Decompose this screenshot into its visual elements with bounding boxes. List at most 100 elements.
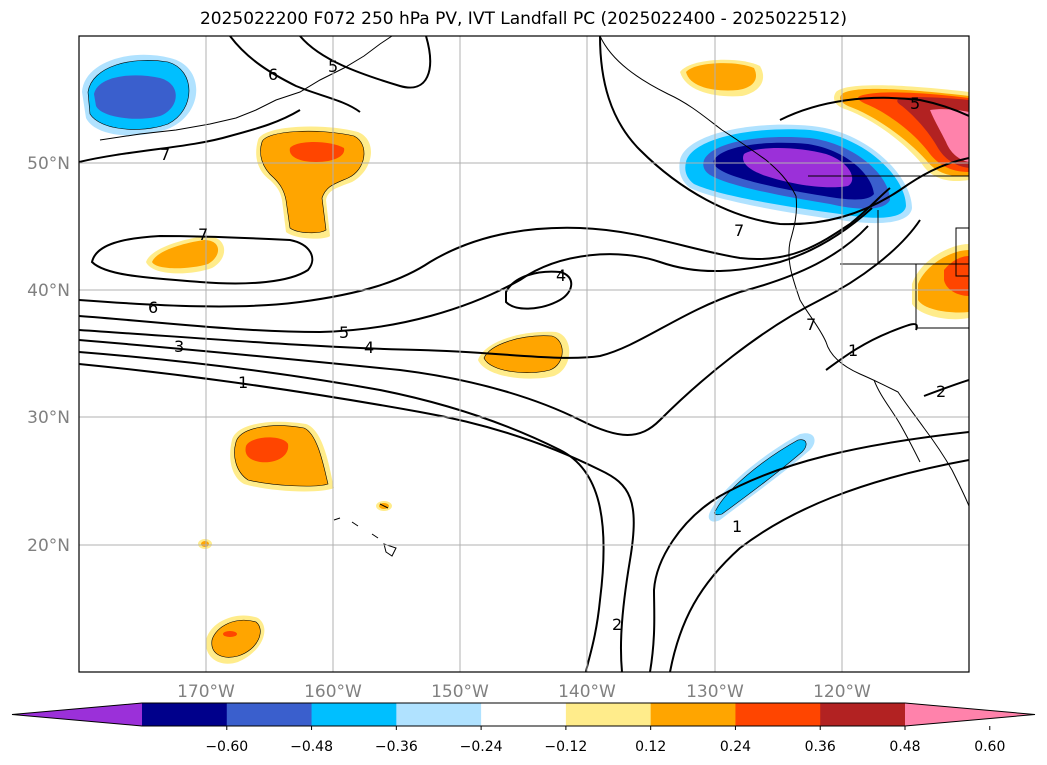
- colorbar-swatches: [11, 702, 1036, 730]
- contour-label: 1: [848, 341, 858, 360]
- positive-anomaly-dot: [201, 541, 209, 547]
- pv-contour-7-loop: [90, 234, 314, 285]
- shaded-outline: [234, 425, 329, 487]
- contour-label: 7: [160, 145, 170, 164]
- pv-contour-4: [79, 225, 869, 359]
- colorbar-swatch: [311, 703, 397, 726]
- colorbar-tick-label: 0.12: [635, 739, 666, 755]
- pv-contour-5-ne: [779, 96, 969, 121]
- coastline-aleutians: [99, 36, 393, 141]
- colorbar-ticks: −0.60 −0.48 −0.36 −0.24 −0.12 0.12 0.24 …: [205, 739, 1005, 755]
- pv-contour-1-coast: [825, 323, 918, 371]
- positive-anomaly-d: [245, 437, 289, 463]
- shaded-outline: [87, 60, 190, 130]
- lat-label: 40°N: [27, 281, 70, 301]
- border-us-states: [840, 210, 969, 329]
- coastline-alaska: [599, 36, 797, 197]
- contour-label: 7: [198, 225, 208, 244]
- colorbar-outline: [11, 702, 1036, 727]
- contour-label: 5: [328, 57, 338, 76]
- negative-anomaly-main: [742, 148, 853, 188]
- lon-label: 140°W: [558, 682, 616, 702]
- contour-label: 2: [612, 615, 622, 634]
- colorbar-tick-label: −0.48: [290, 739, 333, 755]
- colorbar-tick-label: 0.60: [974, 739, 1005, 755]
- lon-label: 120°W: [813, 682, 871, 702]
- colorbar-tick-label: −0.60: [205, 739, 248, 755]
- contour-label: 2: [936, 382, 946, 401]
- contour-label: 5: [910, 94, 920, 113]
- map-frame: [78, 35, 970, 673]
- positive-anomaly-a: [289, 142, 345, 162]
- contour-label: 3: [174, 337, 184, 356]
- map-title: 2025022200 F072 250 hPa PV, IVT Landfall…: [199, 9, 847, 29]
- colorbar-swatch: [481, 703, 567, 726]
- contour-label: 5: [339, 323, 349, 342]
- lat-label: 30°N: [27, 408, 70, 428]
- colorbar-swatch: [226, 703, 313, 726]
- shaded-fields: [82, 54, 969, 664]
- positive-anomaly-e: [211, 620, 261, 658]
- positive-anomaly-c: [484, 335, 563, 373]
- pv-contour-6-north: [229, 36, 361, 113]
- pv-contour-2-coast: [923, 379, 969, 397]
- shaded-outline: [483, 335, 563, 373]
- negative-anomaly-nw: [94, 75, 176, 119]
- contour-label: 1: [238, 373, 248, 392]
- positive-anomaly-f: [686, 63, 757, 91]
- colorbar-extend-low: [12, 703, 142, 726]
- lon-label: 170°W: [177, 682, 235, 702]
- shaded-outline: [260, 130, 365, 234]
- lat-labels: 50°N 40°N 30°N 20°N: [27, 154, 70, 556]
- grid-lines: [79, 36, 969, 672]
- pv-contour-1: [79, 363, 635, 672]
- pv-contour-5: [79, 207, 873, 334]
- colorbar-extend-high: [905, 703, 1035, 726]
- pv-contour-6: [79, 187, 891, 308]
- lon-label: 150°W: [431, 682, 489, 702]
- contour-label: 6: [148, 298, 158, 317]
- pv-contour-7-ridge: [599, 36, 969, 226]
- shaded-outlines: [87, 60, 807, 658]
- positive-anomaly-ne: [930, 109, 969, 162]
- colorbar-tick-label: −0.24: [460, 739, 503, 755]
- coastline-islands: [333, 503, 397, 557]
- lat-label: 20°N: [27, 536, 70, 556]
- colorbar-tick-label: 0.36: [805, 739, 836, 755]
- lon-label: 130°W: [686, 682, 744, 702]
- pv-contour-5-north: [299, 36, 432, 89]
- contour-label: 7: [734, 221, 744, 240]
- pv-contour-4-loop: [505, 270, 573, 310]
- colorbar-swatch: [565, 703, 652, 726]
- colorbar-tick-label: 0.48: [889, 739, 920, 755]
- lon-label: 160°W: [304, 682, 362, 702]
- pv-contours: [79, 36, 969, 672]
- pv-contour-1b: [669, 459, 969, 672]
- positive-anomaly-b: [152, 240, 219, 269]
- contour-label: 7: [806, 315, 816, 334]
- coastline-baja: [873, 379, 921, 463]
- contour-label: 4: [364, 338, 374, 357]
- pv-contour-7-north: [79, 109, 301, 163]
- contour-label: 1: [732, 517, 742, 536]
- colorbar-swatch: [142, 703, 228, 726]
- shaded-outline: [714, 439, 807, 516]
- contour-labels: 7 6 5 7 7 6 5 4 3 1 4 7 5 1 2 1 2: [148, 57, 946, 634]
- colorbar: −0.60 −0.48 −0.36 −0.24 −0.12 0.12 0.24 …: [11, 702, 1036, 755]
- contour-label: 6: [268, 65, 278, 84]
- colorbar-swatch: [820, 703, 906, 726]
- contour-label: 4: [556, 266, 566, 285]
- lat-label: 50°N: [27, 154, 70, 174]
- pv-contour-2: [79, 351, 605, 672]
- colorbar-swatch: [735, 703, 821, 726]
- colorbar-tick-label: 0.24: [720, 739, 751, 755]
- pv-contour-3: [79, 219, 921, 436]
- shaded-outline: [211, 620, 261, 658]
- lon-labels: 170°W 160°W 150°W 140°W 130°W 120°W: [177, 682, 871, 702]
- colorbar-swatch: [396, 703, 482, 726]
- colorbar-tick-label: −0.12: [544, 739, 587, 755]
- positive-anomaly-e: [223, 631, 237, 637]
- colorbar-tick-label: −0.36: [375, 739, 418, 755]
- colorbar-swatch: [650, 703, 736, 726]
